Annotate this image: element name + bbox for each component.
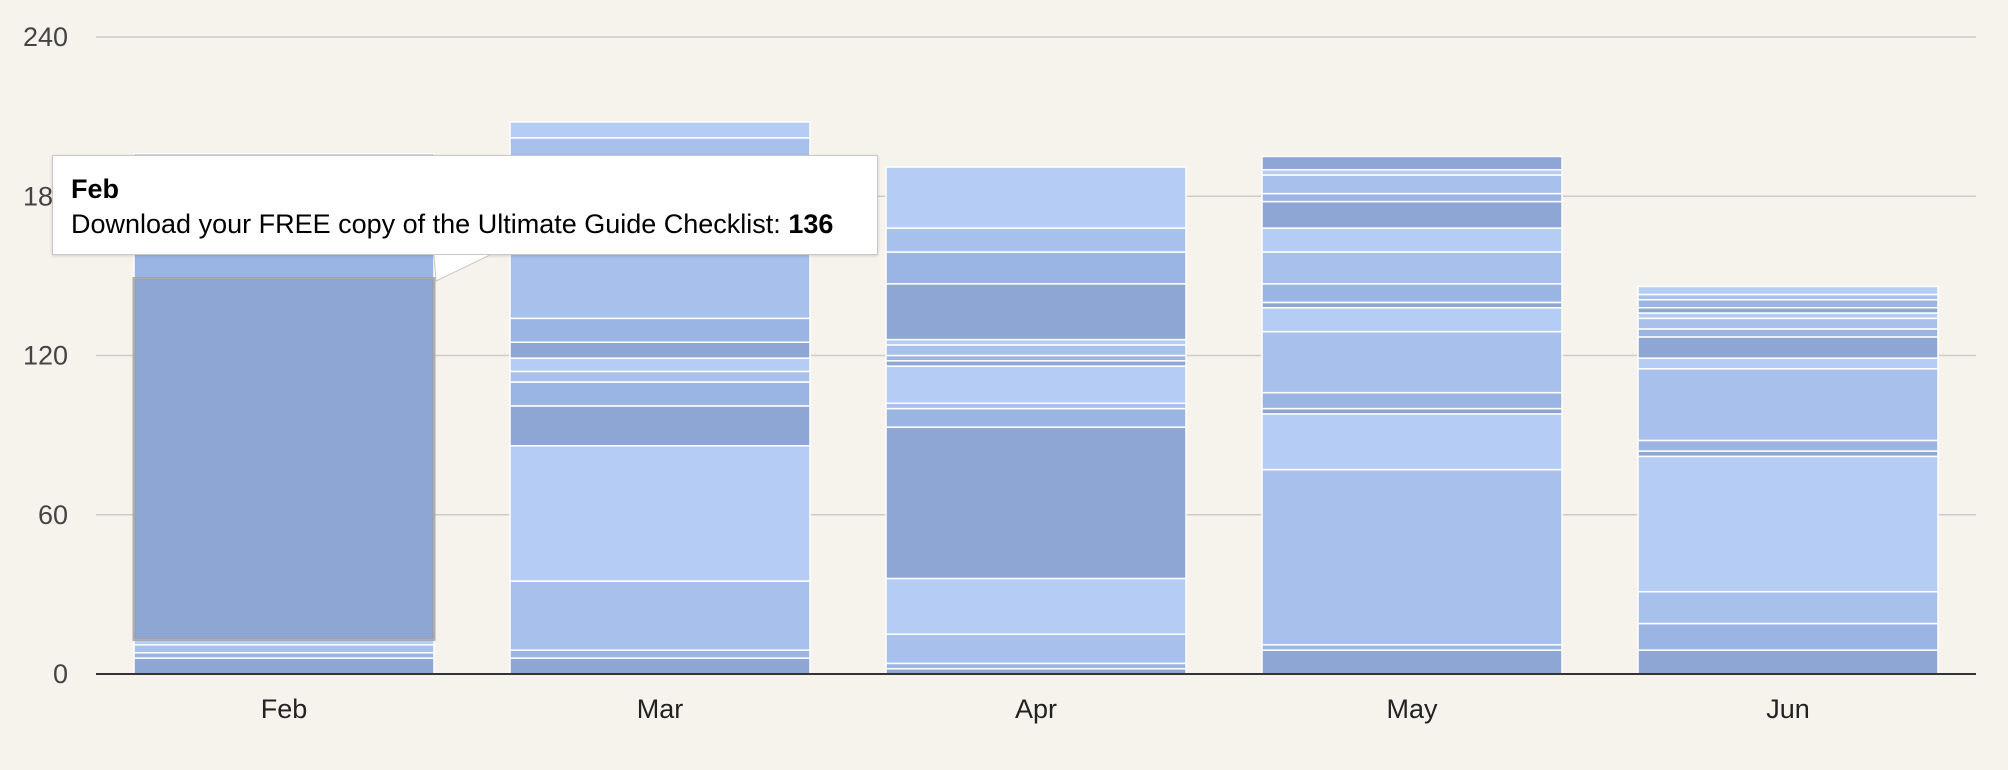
bar-segment[interactable] bbox=[885, 633, 1187, 665]
bar-segment[interactable] bbox=[1261, 468, 1563, 646]
bar-segment[interactable] bbox=[133, 652, 435, 659]
bar-segment[interactable] bbox=[509, 121, 811, 139]
bar-segment[interactable] bbox=[885, 166, 1187, 229]
bar-segment[interactable] bbox=[1637, 293, 1939, 301]
y-tick-label: 60 bbox=[38, 500, 68, 530]
bar-segment[interactable] bbox=[885, 354, 1187, 362]
bar-segment[interactable] bbox=[1261, 251, 1563, 285]
bar-segment[interactable] bbox=[1261, 391, 1563, 410]
bar-segment[interactable] bbox=[1637, 622, 1939, 651]
bar-segment[interactable] bbox=[509, 341, 811, 359]
bar-segment[interactable] bbox=[1261, 649, 1563, 675]
x-axis: Feb Mar Apr May Jun bbox=[96, 673, 1976, 724]
bar-stack-jun[interactable] bbox=[1637, 285, 1939, 675]
x-tick-label: Mar bbox=[637, 694, 684, 724]
bar-segment[interactable] bbox=[885, 338, 1187, 346]
x-tick-label: Feb bbox=[261, 694, 308, 724]
bar-segment[interactable] bbox=[1637, 649, 1939, 675]
bar-segment[interactable] bbox=[133, 644, 435, 654]
bar-segment[interactable] bbox=[1637, 439, 1939, 452]
bar-segment[interactable] bbox=[1261, 174, 1563, 195]
bar-segment[interactable] bbox=[1637, 357, 1939, 370]
bar-segment[interactable] bbox=[509, 370, 811, 383]
bar-segment[interactable] bbox=[1637, 455, 1939, 593]
hovered-segment-outline bbox=[132, 277, 436, 641]
bar-segment[interactable] bbox=[885, 227, 1187, 253]
bar-segment[interactable] bbox=[509, 317, 811, 343]
tooltip: Feb Download your FREE copy of the Ultim… bbox=[52, 155, 878, 255]
bar-segment[interactable] bbox=[1261, 644, 1563, 651]
bar-stack-may[interactable] bbox=[1261, 155, 1563, 675]
bar-segment[interactable] bbox=[1637, 312, 1939, 320]
bar-segment[interactable] bbox=[885, 344, 1187, 357]
y-tick-label: 240 bbox=[23, 22, 68, 52]
bar-segment[interactable] bbox=[1261, 192, 1563, 203]
bar-segment[interactable] bbox=[885, 283, 1187, 341]
bar-segment[interactable] bbox=[509, 357, 811, 373]
bar-segment[interactable] bbox=[1261, 200, 1563, 229]
bar-segment[interactable] bbox=[885, 251, 1187, 285]
bar-segment[interactable] bbox=[1637, 285, 1939, 296]
tooltip-line: Download your FREE copy of the Ultimate … bbox=[71, 206, 859, 242]
bar-segment[interactable] bbox=[509, 580, 811, 651]
bar-segment[interactable] bbox=[885, 577, 1187, 635]
bar-segment[interactable] bbox=[1261, 227, 1563, 253]
bar-segment[interactable] bbox=[885, 365, 1187, 405]
bar-segment[interactable] bbox=[509, 381, 811, 407]
bar-segment[interactable] bbox=[1637, 299, 1939, 309]
bar-segment[interactable] bbox=[1637, 336, 1939, 359]
bar-segment[interactable] bbox=[133, 277, 435, 641]
bar-segment[interactable] bbox=[509, 405, 811, 447]
bars bbox=[132, 121, 1939, 675]
bar-segment[interactable] bbox=[1637, 306, 1939, 314]
bar-segment[interactable] bbox=[1637, 368, 1939, 442]
tooltip-pointer bbox=[433, 255, 491, 282]
x-tick-label: Apr bbox=[1015, 694, 1057, 724]
bar-segment[interactable] bbox=[1261, 413, 1563, 471]
x-tick-label: May bbox=[1386, 694, 1438, 724]
bar-segment[interactable] bbox=[509, 649, 811, 659]
bar-segment[interactable] bbox=[1637, 328, 1939, 338]
bar-segment[interactable] bbox=[1637, 590, 1939, 625]
bar-segment[interactable] bbox=[1261, 155, 1563, 171]
bar-segment[interactable] bbox=[1261, 407, 1563, 415]
y-tick-label: 0 bbox=[53, 659, 68, 689]
bar-segment[interactable] bbox=[1261, 168, 1563, 176]
tooltip-value: 136 bbox=[788, 209, 834, 239]
tooltip-series-label: Download your FREE copy of the Ultimate … bbox=[71, 209, 789, 239]
tooltip-title: Feb bbox=[71, 174, 120, 204]
bar-segment[interactable] bbox=[1261, 283, 1563, 304]
bar-segment[interactable] bbox=[1261, 306, 1563, 333]
y-tick-label: 120 bbox=[23, 341, 68, 371]
bar-segment[interactable] bbox=[885, 407, 1187, 428]
bar-segment[interactable] bbox=[509, 657, 811, 675]
bar-segment[interactable] bbox=[885, 426, 1187, 580]
bar-segment[interactable] bbox=[1637, 450, 1939, 458]
bar-segment[interactable] bbox=[509, 444, 811, 582]
bar-segment[interactable] bbox=[885, 662, 1187, 670]
bar-segment[interactable] bbox=[1261, 330, 1563, 394]
bar-segment[interactable] bbox=[885, 402, 1187, 410]
bar-segment[interactable] bbox=[885, 360, 1187, 367]
x-tick-label: Jun bbox=[1766, 694, 1810, 724]
bar-segment[interactable] bbox=[1637, 317, 1939, 330]
bar-segment[interactable] bbox=[1261, 301, 1563, 309]
bar-stack-apr[interactable] bbox=[885, 166, 1187, 675]
bar-segment[interactable] bbox=[133, 657, 435, 675]
